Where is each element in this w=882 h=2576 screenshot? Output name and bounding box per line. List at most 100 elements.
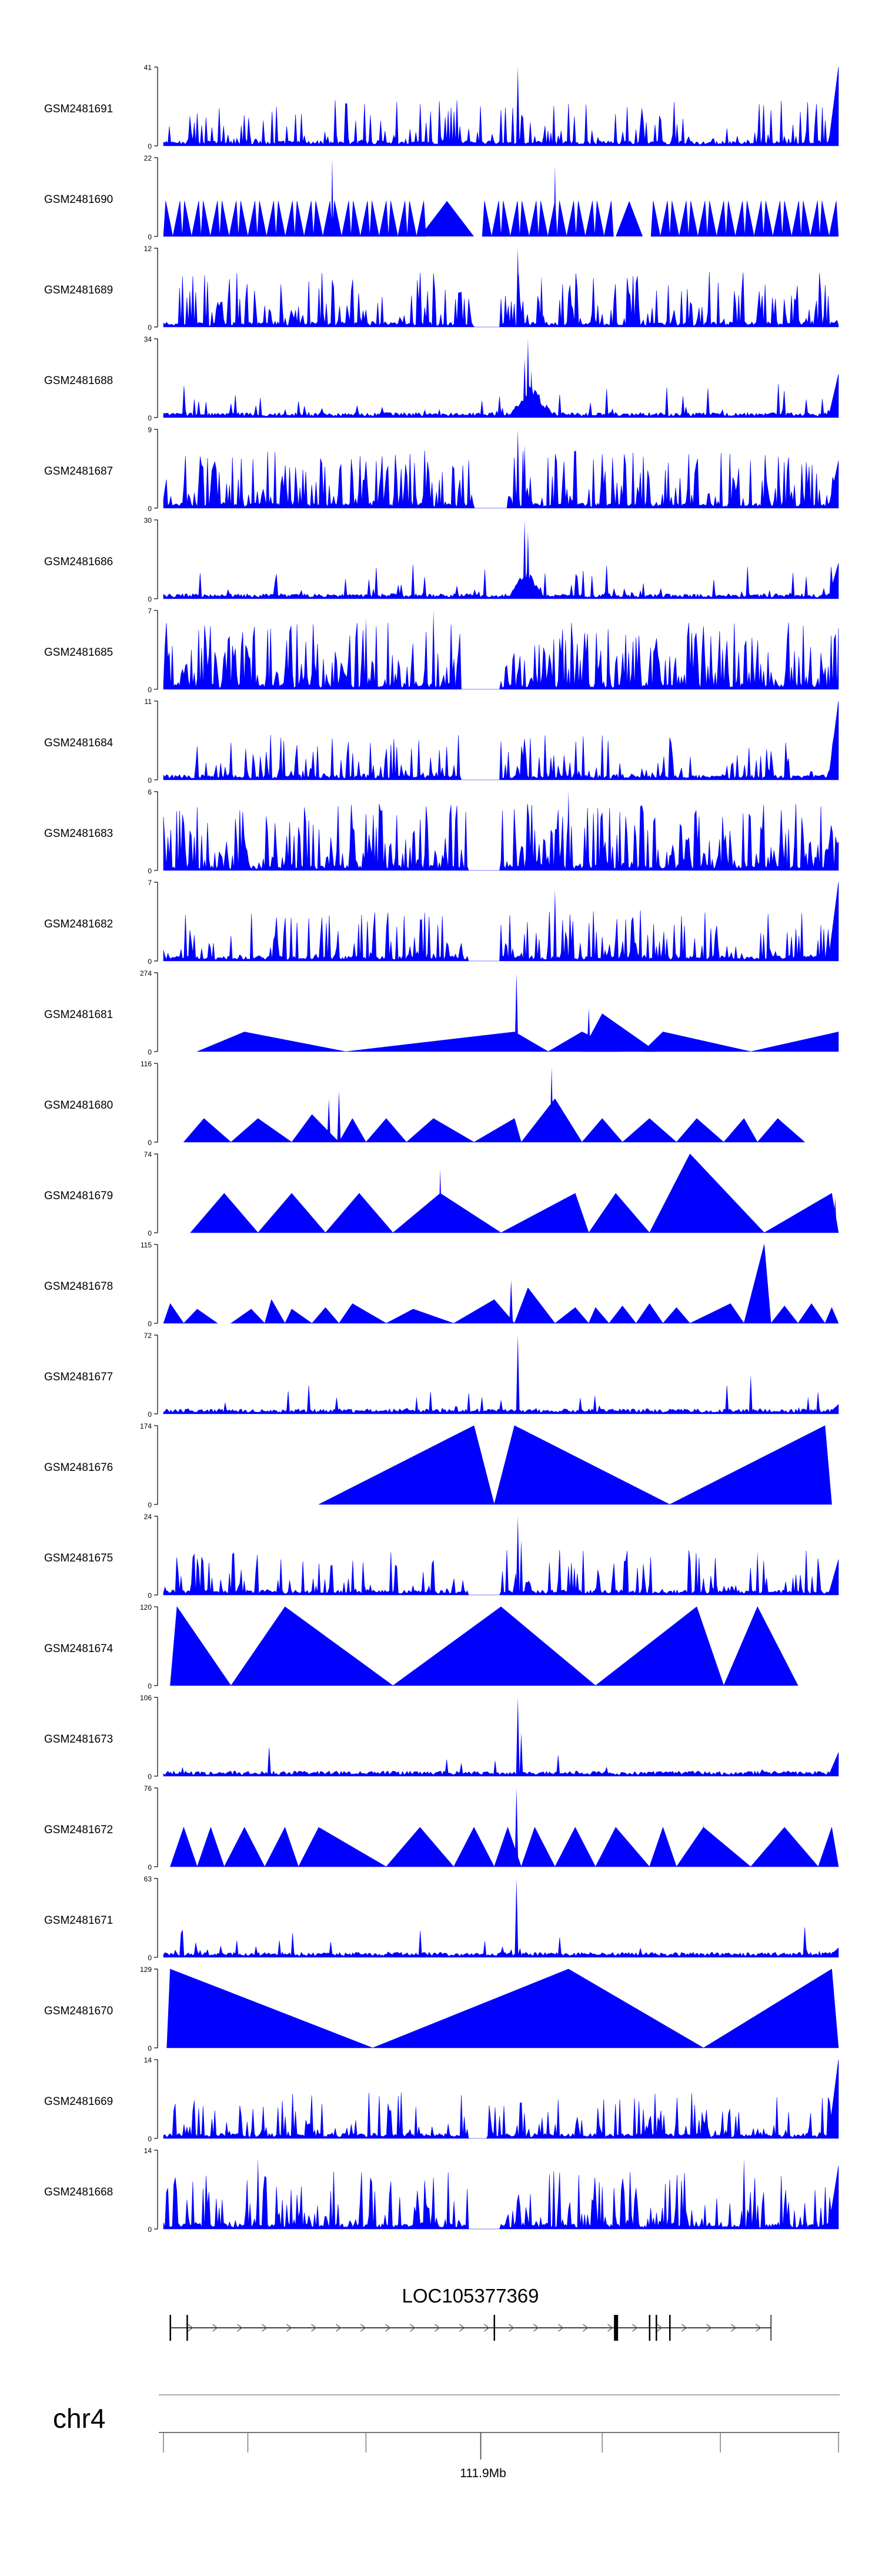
signal-shape	[824, 1307, 839, 1324]
signal-shape	[311, 1307, 340, 1324]
strand-arrow-icon	[385, 2324, 391, 2332]
signal-peak	[553, 890, 557, 961]
signal-peak	[514, 1788, 519, 1867]
y-max-label: 14	[144, 2147, 152, 2155]
signal-peak	[701, 1823, 706, 1867]
signal-shape	[238, 201, 258, 237]
signal-shape	[350, 201, 370, 237]
signal-area	[163, 374, 839, 418]
y-max-label: 22	[144, 154, 152, 162]
strand-arrow-icon	[188, 2324, 193, 2332]
y-min-label: 0	[148, 1229, 152, 1237]
signal-peak	[327, 1099, 331, 1142]
track-label: GSM2481686	[44, 556, 113, 568]
signal-shape	[219, 201, 239, 237]
y-max-label: 129	[140, 1966, 152, 1974]
y-max-label: 76	[144, 1784, 152, 1793]
signal-shape	[338, 1118, 366, 1143]
signal-shape	[642, 1032, 751, 1052]
signal-shape	[182, 201, 202, 237]
signal-shape	[514, 1287, 556, 1324]
y-min-label: 0	[148, 142, 152, 151]
signal-shape	[763, 201, 783, 237]
y-max-label: 12	[144, 245, 152, 253]
y-max-label: 116	[141, 1060, 152, 1068]
signal-shape	[388, 201, 407, 237]
signal-shape	[594, 201, 614, 237]
signal-shape	[163, 201, 183, 237]
y-min-label: 0	[148, 2135, 152, 2143]
signal-shape	[420, 201, 475, 236]
signal-peak	[573, 1193, 577, 1233]
signal-area	[163, 882, 839, 962]
signal-area	[163, 66, 839, 146]
strand-arrow-icon	[558, 2324, 564, 2332]
track-GSM2481690: GSM2481690 22 0	[44, 154, 839, 241]
signal-shape	[616, 201, 643, 236]
strand-arrow-icon	[484, 2324, 490, 2332]
signal-shape	[338, 1303, 387, 1324]
signal-area	[163, 563, 839, 599]
strand-arrow-icon	[681, 2324, 687, 2332]
track-label: GSM2481670	[44, 2005, 113, 2017]
gene-label: LOC105377369	[402, 2285, 539, 2307]
signal-shape	[201, 201, 220, 237]
track-GSM2481686: GSM2481686 30 0	[44, 516, 839, 603]
signal-shape	[688, 201, 708, 237]
signal-shape	[770, 1306, 799, 1324]
signal-shape	[258, 1193, 326, 1233]
signal-shape	[744, 201, 764, 237]
signal-peak	[432, 610, 436, 689]
signal-shape	[750, 1827, 819, 1867]
signal-shape	[372, 1968, 704, 2048]
strand-arrow-icon	[706, 2324, 712, 2332]
signal-shape	[163, 1303, 185, 1324]
track-GSM2481668: GSM2481668 14 0	[44, 2147, 839, 2234]
track-label: GSM2481679	[44, 1190, 113, 1202]
y-max-label: 63	[144, 1875, 152, 1883]
signal-shape	[386, 1827, 455, 1867]
signal-area	[163, 700, 839, 780]
track-GSM2481671: GSM2481671 63 0	[44, 1875, 839, 1962]
signal-shape	[473, 1118, 522, 1143]
signal-shape	[230, 1118, 293, 1143]
track-GSM2481672: GSM2481672 76 0	[44, 1784, 839, 1871]
track-GSM2481687: GSM2481687 9 0	[44, 426, 839, 513]
signal-shape	[650, 201, 670, 237]
signal-shape	[294, 201, 314, 237]
y-min-label: 0	[148, 867, 152, 875]
y-max-label: 74	[144, 1150, 152, 1159]
track-label: GSM2481684	[44, 737, 113, 749]
signal-shape	[588, 1193, 650, 1233]
strand-arrow-icon	[212, 2324, 218, 2332]
y-min-label: 0	[148, 1320, 152, 1328]
signal-peak	[550, 1067, 554, 1142]
y-max-label: 174	[140, 1422, 152, 1430]
exon-mark	[169, 2315, 171, 2341]
signal-shape	[690, 1303, 744, 1324]
signal-shape	[594, 1606, 724, 1686]
signal-peak	[553, 165, 556, 236]
signal-peak	[566, 792, 570, 870]
track-GSM2481674: GSM2481674 120 0	[44, 1603, 799, 1690]
signal-shape	[494, 1827, 522, 1867]
signal-shape	[757, 1118, 806, 1143]
signal-shape	[750, 1032, 839, 1052]
track-label: GSM2481669	[44, 2095, 113, 2108]
track-label: GSM2481682	[44, 918, 113, 930]
signal-shape	[406, 1118, 475, 1143]
track-label: GSM2481675	[44, 1552, 113, 1564]
signal-area	[163, 2165, 839, 2230]
chromosome-label: chr4	[53, 2403, 105, 2434]
y-min-label: 0	[148, 1773, 152, 1781]
signal-peak	[523, 445, 527, 508]
signal-shape	[197, 1032, 346, 1052]
signal-shape	[582, 1118, 623, 1143]
track-GSM2481689: GSM2481689 12 0	[44, 245, 839, 332]
strand-arrow-icon	[632, 2324, 638, 2332]
signal-shape	[726, 201, 745, 237]
signal-peak	[519, 1733, 523, 1776]
coordinate-tick-label: 111.9Mb	[460, 2467, 506, 2480]
track-GSM2481679: GSM2481679 74 0	[44, 1150, 839, 1237]
strand-arrow-icon	[435, 2324, 440, 2332]
